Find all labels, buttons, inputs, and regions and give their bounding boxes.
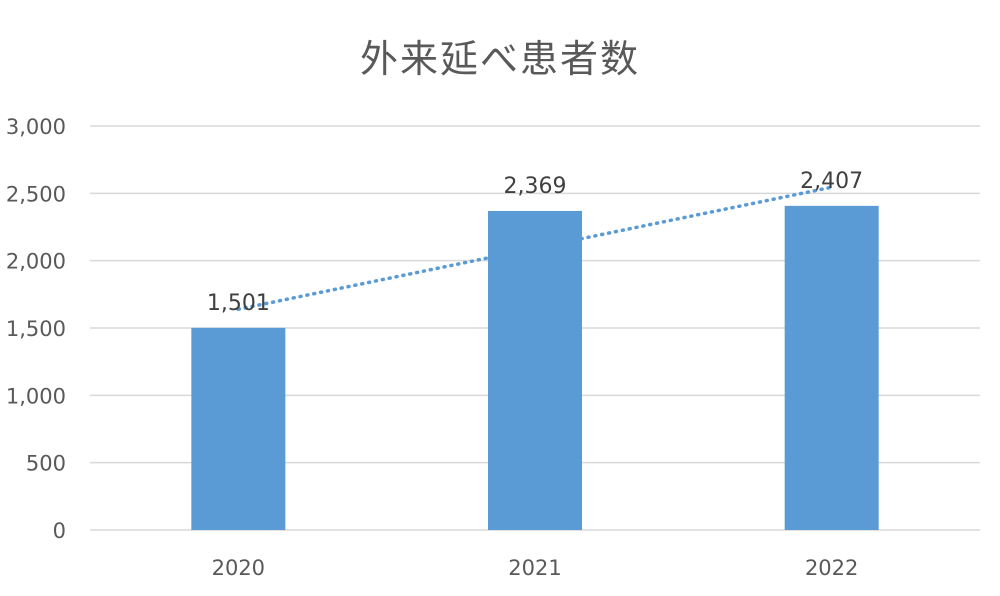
trendline [236, 185, 834, 311]
y-tick-label: 3,000 [6, 115, 66, 139]
y-tick-label: 1,500 [6, 317, 66, 341]
x-axis-ticks: 2020 2021 2022 [212, 556, 859, 580]
x-tick-label: 2021 [508, 556, 561, 580]
trendline-layer [236, 185, 834, 311]
y-tick-label: 500 [26, 452, 66, 476]
bars [191, 205, 879, 530]
chart-title: 外来延べ患者数 [359, 37, 640, 81]
y-tick-label: 0 [53, 519, 66, 543]
data-labels: 1,501 2,369 2,407 [207, 169, 863, 316]
y-axis-ticks: 0 500 1,000 1,500 2,000 2,500 3,000 [6, 115, 66, 543]
x-tick-label: 2020 [212, 556, 265, 580]
bar [191, 327, 286, 530]
data-label: 2,407 [800, 169, 863, 194]
data-label: 1,501 [207, 291, 270, 316]
y-tick-label: 2,500 [6, 182, 66, 206]
data-label: 2,369 [504, 174, 567, 199]
y-tick-label: 2,000 [6, 250, 66, 274]
bar [784, 205, 879, 530]
x-tick-label: 2022 [805, 556, 858, 580]
y-tick-label: 1,000 [6, 384, 66, 408]
bar [488, 210, 582, 530]
